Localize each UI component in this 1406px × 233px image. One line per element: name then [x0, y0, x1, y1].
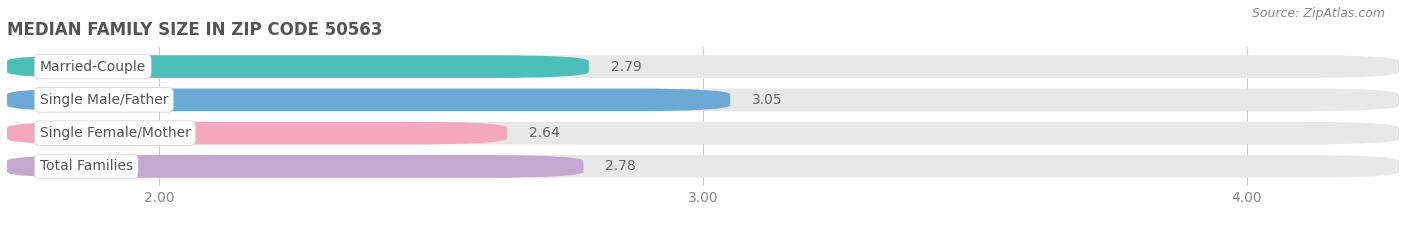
FancyBboxPatch shape	[7, 155, 583, 178]
FancyBboxPatch shape	[7, 155, 1399, 178]
Text: Single Male/Father: Single Male/Father	[39, 93, 169, 107]
Text: Source: ZipAtlas.com: Source: ZipAtlas.com	[1251, 7, 1385, 20]
FancyBboxPatch shape	[7, 89, 1399, 111]
Text: 2.64: 2.64	[529, 126, 560, 140]
Text: 3.05: 3.05	[752, 93, 783, 107]
Text: Total Families: Total Families	[39, 159, 132, 173]
Text: Married-Couple: Married-Couple	[39, 60, 146, 74]
FancyBboxPatch shape	[7, 55, 589, 78]
Text: Single Female/Mother: Single Female/Mother	[39, 126, 191, 140]
Text: 2.79: 2.79	[610, 60, 641, 74]
FancyBboxPatch shape	[7, 55, 1399, 78]
FancyBboxPatch shape	[7, 122, 508, 144]
Text: 2.78: 2.78	[605, 159, 636, 173]
Text: MEDIAN FAMILY SIZE IN ZIP CODE 50563: MEDIAN FAMILY SIZE IN ZIP CODE 50563	[7, 21, 382, 39]
FancyBboxPatch shape	[7, 122, 1399, 144]
FancyBboxPatch shape	[7, 89, 730, 111]
